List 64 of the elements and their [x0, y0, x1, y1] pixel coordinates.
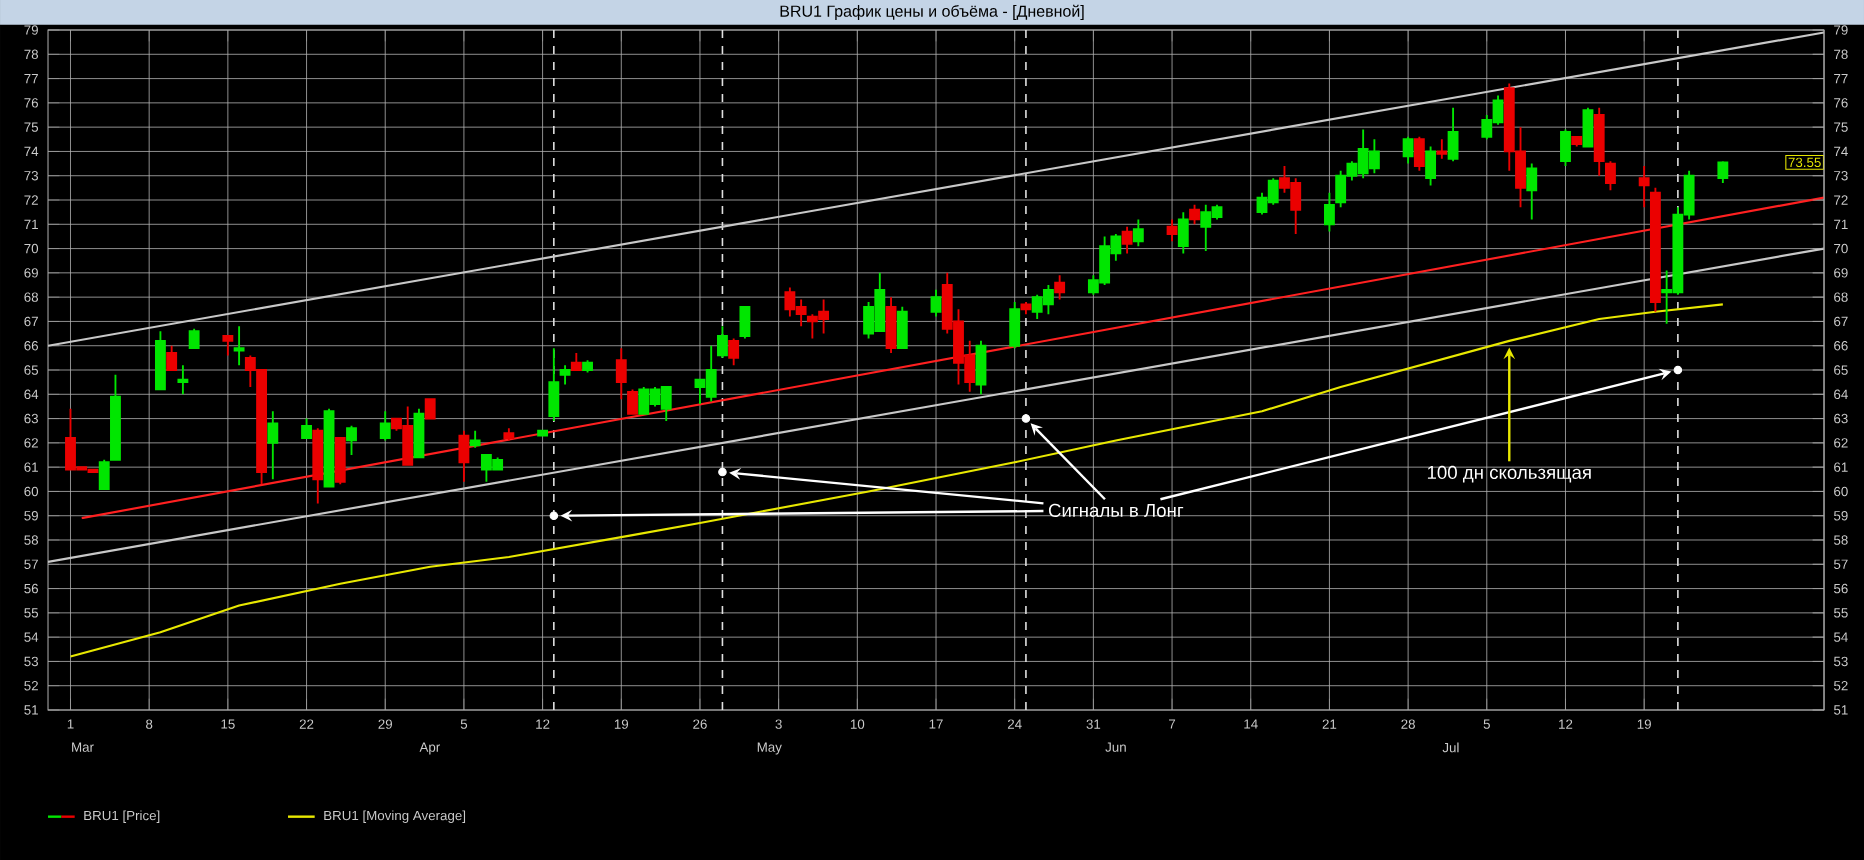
candlestick	[267, 410, 279, 481]
candlestick	[615, 347, 627, 401]
candlestick	[885, 296, 897, 354]
candlestick	[582, 359, 593, 374]
point	[718, 467, 727, 477]
candlestick	[548, 347, 560, 422]
candlestick	[379, 410, 391, 442]
chart-title: BRU1 График цены и объёма - [Дневной]	[780, 4, 1084, 20]
candlestick	[1526, 162, 1538, 221]
candlestick	[458, 429, 470, 483]
candlestick	[930, 288, 942, 318]
candlestick	[469, 429, 481, 449]
candlestick	[424, 398, 436, 420]
candlestick	[301, 417, 312, 439]
candlestick	[559, 364, 571, 386]
annotation: Сигналы в Лонг	[1048, 503, 1184, 517]
candlestick	[233, 325, 245, 367]
candlestick	[1447, 106, 1459, 163]
line-series	[69, 303, 1724, 658]
point	[1021, 414, 1031, 423]
candlestick	[222, 335, 234, 357]
candlestick	[1177, 211, 1189, 255]
candlestick	[1571, 135, 1583, 148]
candlestick	[98, 458, 110, 490]
candlestick	[413, 407, 425, 459]
candlestick	[1593, 106, 1605, 177]
candlestick	[739, 305, 751, 340]
candlestick	[1189, 203, 1200, 226]
candlestick	[188, 327, 200, 350]
candlestick	[728, 337, 740, 367]
candlestick	[627, 388, 638, 415]
candlestick	[570, 352, 582, 371]
candlestick	[1413, 135, 1425, 172]
candlestick	[1717, 160, 1729, 184]
candlestick	[1323, 191, 1335, 233]
candlestick	[1054, 274, 1066, 301]
candlestick	[1638, 165, 1650, 209]
candlestick	[503, 427, 515, 442]
candlestick	[1436, 138, 1448, 160]
candlestick	[1402, 135, 1414, 165]
point	[549, 511, 559, 520]
candlestick	[896, 305, 908, 350]
candlestick	[1582, 106, 1594, 148]
candlestick	[346, 424, 357, 456]
candlestick	[323, 407, 335, 488]
candlestick	[1649, 186, 1661, 313]
candlestick	[1605, 160, 1616, 192]
candlestick	[1560, 128, 1571, 167]
candlestick	[166, 344, 178, 371]
candlestick	[312, 427, 324, 505]
candlestick	[1425, 145, 1437, 187]
candlestick	[1009, 301, 1021, 350]
candlestick	[1166, 218, 1178, 243]
candlestick	[975, 339, 987, 396]
candlestick	[334, 437, 346, 486]
candlestick	[154, 330, 166, 391]
candlestick	[717, 325, 728, 359]
candlestick	[177, 364, 189, 396]
candlestick	[1132, 218, 1144, 248]
candlestick	[110, 373, 121, 461]
candlestick	[1121, 225, 1133, 255]
annotation: 100 дн скользящая	[1427, 465, 1591, 483]
point	[1673, 365, 1683, 375]
candlestick	[537, 429, 549, 437]
